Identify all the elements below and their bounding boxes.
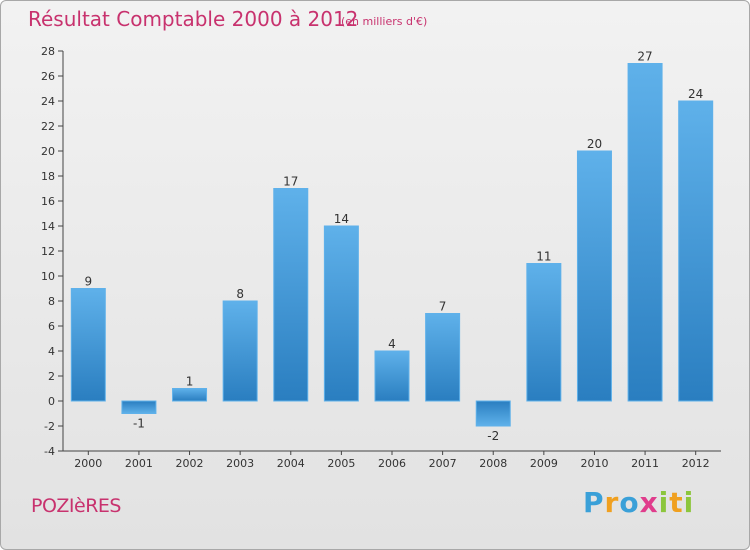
value-label-2000: 9 xyxy=(84,275,92,289)
bar-2011 xyxy=(627,63,663,402)
value-label-2004: 17 xyxy=(283,175,298,189)
chart-subtitle: (en milliers d'€) xyxy=(341,15,428,28)
value-label-2001: -1 xyxy=(133,417,145,431)
y-tick-label: 12 xyxy=(41,245,55,258)
chart-title: Résultat Comptable 2000 à 2012 xyxy=(28,7,359,31)
y-tick-label: 20 xyxy=(41,145,55,158)
x-tick-label-2000: 2000 xyxy=(74,457,102,470)
y-tick-label: 0 xyxy=(48,395,55,408)
bar-2002 xyxy=(172,388,208,402)
y-tick-label: 24 xyxy=(41,95,55,108)
y-tick-label: 28 xyxy=(41,45,55,58)
value-label-2009: 11 xyxy=(536,250,551,264)
y-tick-label: 6 xyxy=(48,320,55,333)
value-label-2012: 24 xyxy=(688,87,703,101)
y-tick-label: 10 xyxy=(41,270,55,283)
bar-2009 xyxy=(526,263,562,402)
logo-letter: t xyxy=(669,486,684,519)
x-tick-label-2008: 2008 xyxy=(479,457,507,470)
bar-2005 xyxy=(323,225,359,402)
x-tick-label-2007: 2007 xyxy=(429,457,457,470)
y-tick-label: 8 xyxy=(48,295,55,308)
value-label-2005: 14 xyxy=(334,212,349,226)
y-tick-label: 2 xyxy=(48,370,55,383)
logo-letter: o xyxy=(619,486,640,519)
bar-2004 xyxy=(273,188,309,402)
bar-2001 xyxy=(121,400,157,414)
y-tick-label: 14 xyxy=(41,220,55,233)
bar-2012 xyxy=(678,100,714,402)
bar-2008 xyxy=(475,400,511,427)
y-tick-label: -2 xyxy=(44,420,55,433)
x-tick-label-2009: 2009 xyxy=(530,457,558,470)
bar-2010 xyxy=(576,150,612,402)
logo-letter: i xyxy=(658,486,670,519)
bar-2007 xyxy=(425,313,461,402)
y-tick-label: 18 xyxy=(41,170,55,183)
bar-2003 xyxy=(222,300,258,402)
y-tick-label: -4 xyxy=(44,445,55,458)
x-tick-label-2002: 2002 xyxy=(176,457,204,470)
proxiti-logo: Proxiti xyxy=(583,486,694,519)
logo-letter: i xyxy=(683,486,695,519)
logo-letter: r xyxy=(604,486,620,519)
value-label-2008: -2 xyxy=(487,429,499,443)
x-tick-label-2011: 2011 xyxy=(631,457,659,470)
x-tick-label-2005: 2005 xyxy=(327,457,355,470)
x-tick-label-2006: 2006 xyxy=(378,457,406,470)
y-tick-label: 16 xyxy=(41,195,55,208)
x-tick-label-2004: 2004 xyxy=(277,457,305,470)
x-tick-label-2012: 2012 xyxy=(682,457,710,470)
value-label-2007: 7 xyxy=(439,300,447,314)
logo-letter: x xyxy=(639,486,659,519)
value-label-2003: 8 xyxy=(236,287,244,301)
commune-name: POZIèRES xyxy=(31,495,122,517)
y-tick-label: 4 xyxy=(48,345,55,358)
y-tick-label: 22 xyxy=(41,120,55,133)
value-label-2006: 4 xyxy=(388,337,396,351)
x-tick-label-2001: 2001 xyxy=(125,457,153,470)
bar-2006 xyxy=(374,350,410,402)
value-label-2011: 27 xyxy=(637,50,652,64)
x-tick-label-2003: 2003 xyxy=(226,457,254,470)
value-label-2002: 1 xyxy=(186,375,194,389)
x-tick-label-2010: 2010 xyxy=(580,457,608,470)
y-tick-label: 26 xyxy=(41,70,55,83)
value-label-2010: 20 xyxy=(587,137,602,151)
logo-letter: P xyxy=(583,486,605,519)
bar-2000 xyxy=(70,288,106,402)
